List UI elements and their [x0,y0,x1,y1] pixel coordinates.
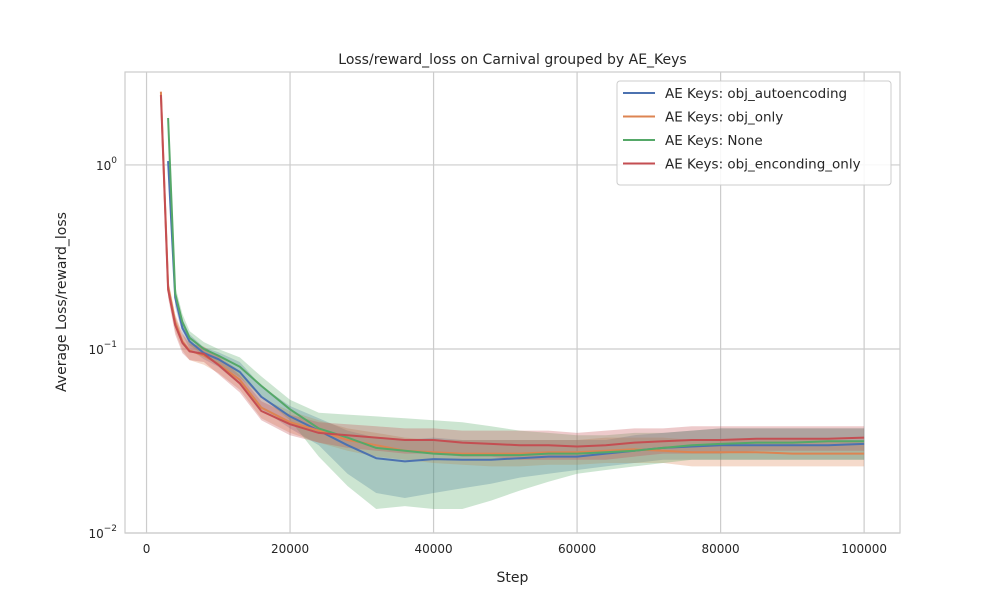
series-lines [159,91,865,463]
series-line-3 [167,117,865,457]
legend-label: AE Keys: obj_enconding_only [665,157,861,173]
x-tick-label: 40000 [414,542,452,556]
x-axis-title: Step [497,570,529,586]
x-tick-label: 100000 [841,542,887,556]
x-tick-label: 80000 [702,542,740,556]
y-tick-label: 100 [96,156,117,173]
tick-labels: 0 20000 40000 60000 80000 100000 10−2 10−1 100 [88,156,887,556]
y-tick-label: 10−2 [88,524,117,541]
legend-box [616,80,892,186]
chart-title: Loss/reward_loss on Carnival grouped by … [338,52,686,68]
series-line-4 [159,94,865,448]
legend-label: AE Keys: obj_autoencoding [665,86,847,102]
y-tick-label: 10−1 [88,340,117,357]
plot-frame [124,71,901,534]
x-tick-label: 0 [143,542,151,556]
legend-label: AE Keys: None [665,133,763,149]
x-tick-label: 60000 [558,542,596,556]
series-line-1 [167,161,865,463]
legend-label: AE Keys: obj_only [665,110,783,126]
y-axis-title: Average Loss/reward_loss [54,212,70,392]
legend: AE Keys: obj_autoencoding AE Keys: obj_on… [616,80,892,186]
x-tick-label: 20000 [271,542,309,556]
